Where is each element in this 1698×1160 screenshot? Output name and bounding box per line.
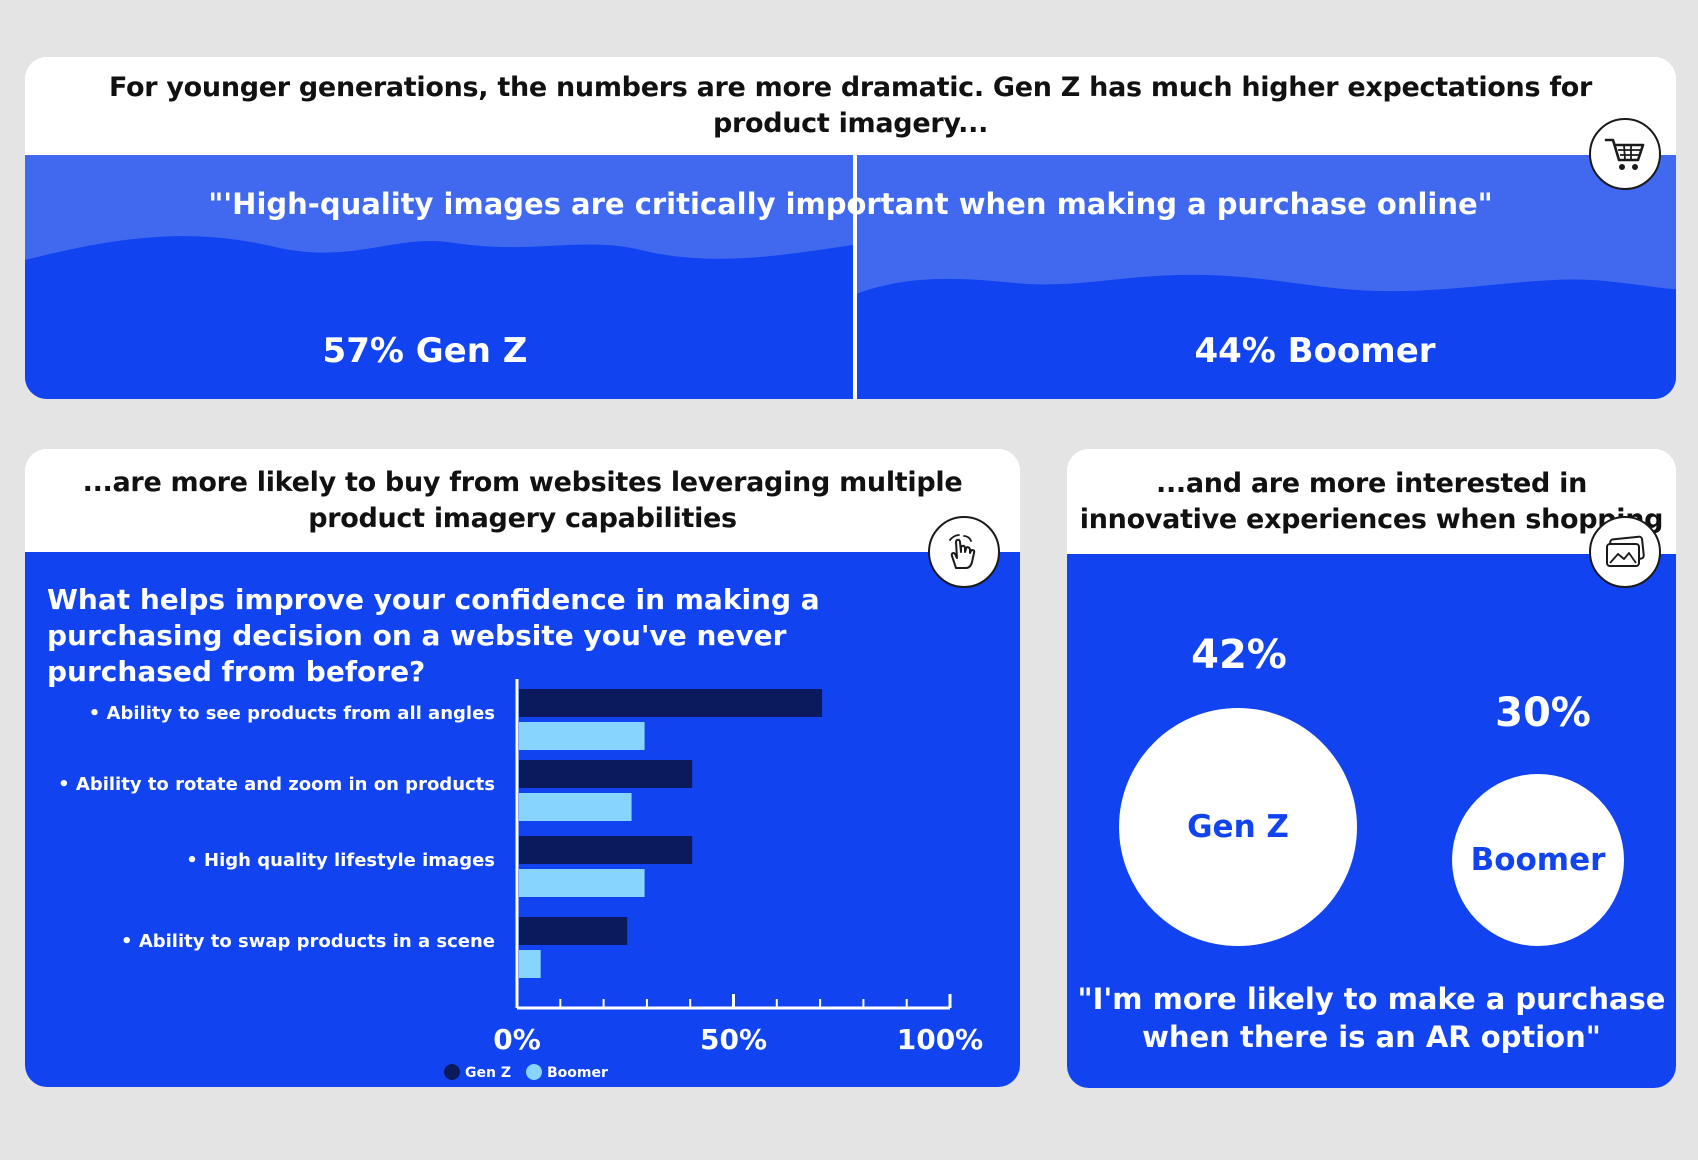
top-card-title: For younger generations, the numbers are… xyxy=(108,72,1593,139)
x-tick-label: 0% xyxy=(493,1023,541,1056)
category-label: • Ability to swap products in a scene xyxy=(121,931,495,952)
chart-card-body: What helps improve your confidence in ma… xyxy=(25,552,1020,1087)
category-label: • High quality lifestyle images xyxy=(186,850,495,871)
top-card: For younger generations, the numbers are… xyxy=(25,57,1676,399)
shopping-cart-icon xyxy=(1589,118,1661,190)
legend-swatch-gen-z xyxy=(444,1064,460,1080)
ar-card-body: 42% 30% Gen Z Boomer "I'm more likely to… xyxy=(1067,554,1676,1088)
genz-bubble-label: Gen Z xyxy=(1187,809,1289,845)
bar-boomer-1 xyxy=(519,793,632,821)
legend-label: Boomer xyxy=(547,1065,608,1081)
bar-gen-z-1 xyxy=(519,760,693,788)
boomer-pct: 30% xyxy=(1495,690,1591,736)
boomer-bubble-label: Boomer xyxy=(1470,842,1606,878)
genz-stat: 57% Gen Z xyxy=(322,331,528,371)
chart-card-header: ...are more likely to buy from websites … xyxy=(25,449,1020,552)
ar-quote: "I'm more likely to make a purchase when… xyxy=(1077,982,1666,1054)
boomer-stat: 44% Boomer xyxy=(1194,331,1436,371)
ar-card-title: ...and are more interested in innovative… xyxy=(1079,467,1664,535)
ar-card-header: ...and are more interested in innovative… xyxy=(1067,449,1676,554)
top-card-body: "'High-quality images are critically imp… xyxy=(25,155,1676,399)
chart-card-title: ...are more likely to buy from websites … xyxy=(82,466,963,534)
chart-card: ...are more likely to buy from websites … xyxy=(25,449,1020,1087)
bar-boomer-0 xyxy=(519,722,645,750)
category-label: • Ability to rotate and zoom in on produ… xyxy=(58,774,495,795)
x-tick-label: 100% xyxy=(897,1023,984,1056)
hand-swipe-icon xyxy=(928,516,1000,588)
top-divider xyxy=(853,155,857,399)
boomer-bubble: Boomer xyxy=(1452,774,1624,946)
bar-gen-z-3 xyxy=(519,917,628,945)
bar-chart: • Ability to see products from all angle… xyxy=(58,679,984,1081)
bar-boomer-2 xyxy=(519,869,645,897)
bar-gen-z-2 xyxy=(519,836,693,864)
legend-label: Gen Z xyxy=(465,1065,511,1081)
x-tick-label: 50% xyxy=(700,1023,767,1056)
top-card-header: For younger generations, the numbers are… xyxy=(25,57,1676,155)
bar-boomer-3 xyxy=(519,950,541,978)
category-label: • Ability to see products from all angle… xyxy=(89,703,495,724)
genz-bubble: Gen Z xyxy=(1119,708,1357,946)
ar-card: ...and are more interested in innovative… xyxy=(1067,449,1676,1088)
top-quote: "'High-quality images are critically imp… xyxy=(208,187,1493,221)
chart-question: What helps improve your confidence in ma… xyxy=(47,583,820,688)
bar-gen-z-0 xyxy=(519,689,823,717)
genz-pct: 42% xyxy=(1191,632,1287,678)
image-cards-icon xyxy=(1589,516,1661,588)
wave-fill xyxy=(25,236,1676,399)
legend-swatch-boomer xyxy=(526,1064,542,1080)
